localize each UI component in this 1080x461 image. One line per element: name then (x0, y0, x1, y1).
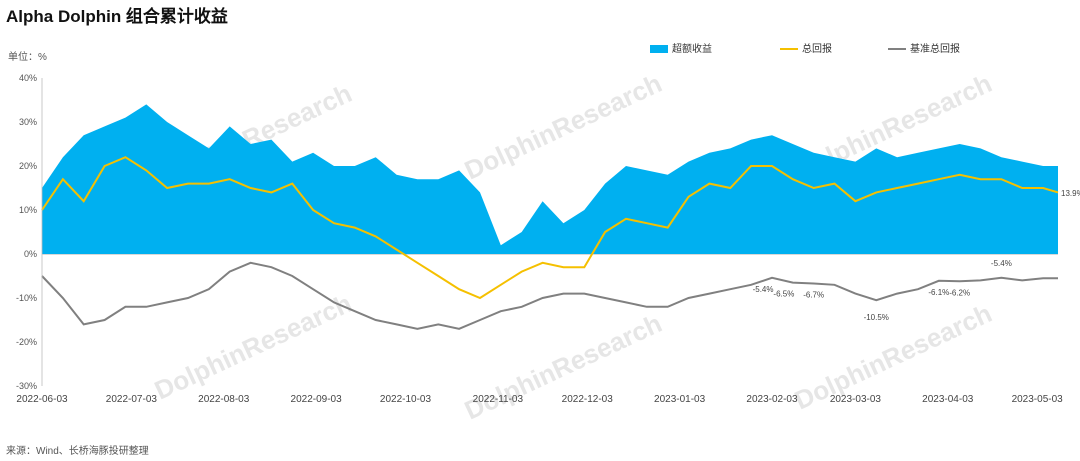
data-label: 13.9% (1061, 189, 1080, 198)
y-unit-label: 单位：% (8, 52, 47, 63)
legend: 超额收益 总回报 基准总回报 (650, 42, 960, 55)
series-layer (41, 104, 1059, 330)
data-label: -6.2% (949, 288, 970, 297)
data-label: -5.4% (753, 285, 774, 294)
y-tick-label: -20% (16, 337, 37, 347)
axes: -30% -20% -10% 0% 10% 20% 30% 40% 2022-06-03 2022… (16, 73, 1063, 405)
x-tick-label: 2023-04-03 (922, 394, 974, 405)
legend-label: 总回报 (802, 42, 832, 55)
x-tick-label: 2023-01-03 (654, 394, 706, 405)
watermark-text: DolphinResearch (460, 308, 666, 426)
data-label: -6.5% (773, 290, 794, 299)
y-tick-label: 20% (19, 161, 37, 171)
watermark-text: DolphinResearch (150, 288, 356, 406)
y-tick-label: 40% (19, 73, 37, 83)
y-tick-label: 0% (24, 249, 37, 259)
legend-swatch-excess (650, 45, 668, 53)
data-label: -10.5% (864, 313, 889, 322)
y-tick-label: 30% (19, 117, 37, 127)
chart-title: Alpha Dolphin 组合累计收益 (6, 7, 228, 26)
total-return-line (41, 156, 1059, 300)
data-label: -6.7% (803, 290, 824, 299)
benchmark-return-line (41, 261, 1058, 330)
x-tick-label: 2022-10-03 (380, 394, 432, 405)
x-tick-label: 2022-06-03 (16, 394, 68, 405)
data-label: -5.4% (991, 259, 1012, 268)
source-note: 来源：Wind、长桥海豚投研整理 (6, 446, 149, 457)
x-tick-label: 2022-07-03 (106, 394, 158, 405)
x-tick-label: 2022-12-03 (562, 394, 614, 405)
y-tick-label: -30% (16, 381, 37, 391)
x-tick-label: 2023-03-03 (830, 394, 882, 405)
x-tick-label: 2022-11-03 (473, 394, 524, 405)
y-tick-label: 10% (19, 205, 37, 215)
x-tick-label: 2023-05-03 (1012, 394, 1064, 405)
x-tick-label: 2022-09-03 (291, 394, 343, 405)
legend-label: 超额收益 (672, 42, 712, 55)
watermark-text: DolphinResearch (460, 68, 666, 186)
x-tick-label: 2023-02-03 (746, 394, 798, 405)
legend-label: 基准总回报 (910, 42, 960, 55)
data-label: -6.1% (928, 288, 949, 297)
annotations: 13.9%-5.4%-6.5%-6.7%-10.5%-6.1%-6.2%-5.4… (753, 189, 1080, 322)
y-tick-label: -10% (16, 293, 37, 303)
x-tick-label: 2022-08-03 (198, 394, 250, 405)
excess-return-area (42, 104, 1058, 255)
